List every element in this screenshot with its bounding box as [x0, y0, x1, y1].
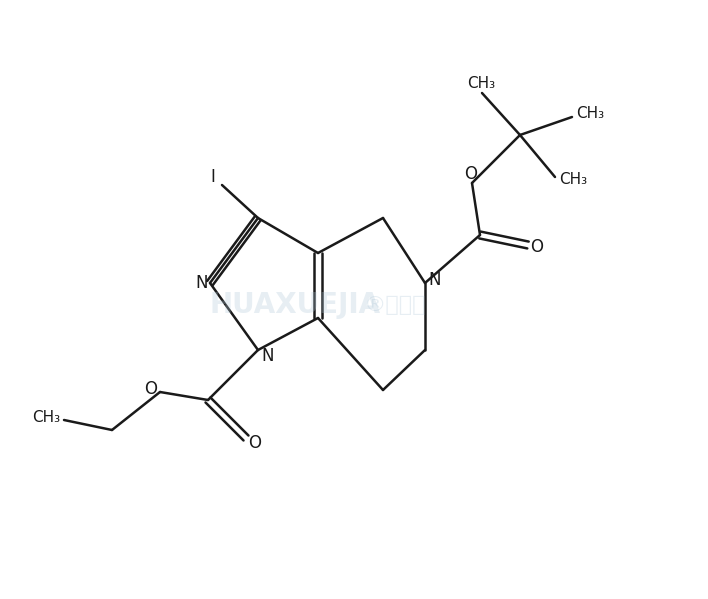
- Text: N: N: [262, 347, 274, 365]
- Text: CH₃: CH₃: [467, 77, 495, 92]
- Text: O: O: [464, 165, 477, 183]
- Text: CH₃: CH₃: [576, 107, 604, 122]
- Text: CH₃: CH₃: [32, 410, 60, 425]
- Text: O: O: [530, 238, 544, 256]
- Text: CH₃: CH₃: [559, 173, 587, 187]
- Text: N: N: [429, 271, 441, 289]
- Text: HUAXUEJIA: HUAXUEJIA: [210, 291, 381, 319]
- Text: O: O: [144, 380, 157, 398]
- Text: O: O: [249, 434, 261, 452]
- Text: ®化学加: ®化学加: [364, 295, 426, 315]
- Text: N: N: [195, 274, 208, 292]
- Text: I: I: [210, 168, 215, 186]
